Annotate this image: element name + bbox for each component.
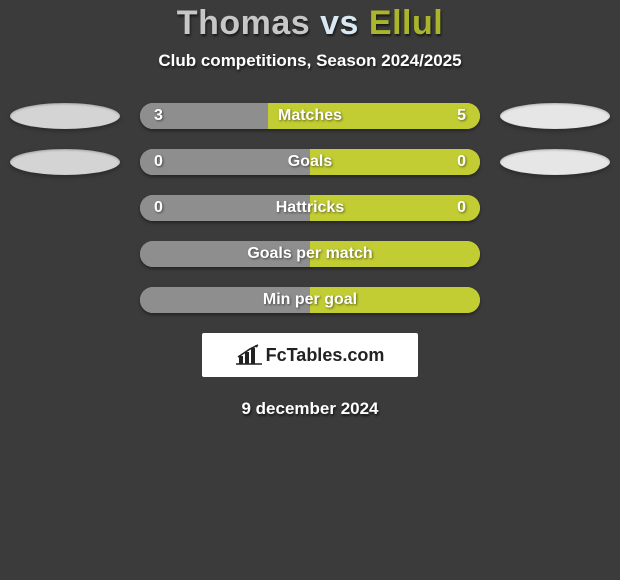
title-vs: vs (320, 4, 359, 42)
title-player2: Ellul (369, 4, 443, 42)
chart-icon (236, 344, 262, 366)
stat-bar: 00Goals (140, 149, 480, 175)
stat-bar: Goals per match (140, 241, 480, 267)
stat-row: 00Goals (0, 149, 620, 175)
player1-badge (10, 103, 120, 129)
stat-row: Min per goal (0, 287, 620, 313)
stat-bar: Min per goal (140, 287, 480, 313)
logo: FcTables.com (236, 344, 385, 366)
stat-label: Hattricks (140, 195, 480, 221)
stat-bar: 35Matches (140, 103, 480, 129)
stat-rows: 35Matches 00Goals 00Hattricks Goals per mat… (0, 103, 620, 313)
player2-badge (500, 103, 610, 129)
stat-bar: 00Hattricks (140, 195, 480, 221)
page-title: Thomas vs Ellul (0, 4, 620, 43)
stat-label: Goals (140, 149, 480, 175)
comparison-card: Thomas vs Ellul Club competitions, Seaso… (0, 0, 620, 419)
stat-label: Goals per match (140, 241, 480, 267)
stat-row: 35Matches (0, 103, 620, 129)
stat-row: 00Hattricks (0, 195, 620, 221)
player1-badge (10, 149, 120, 175)
logo-text: FcTables.com (266, 345, 385, 366)
title-player1: Thomas (177, 4, 310, 42)
subtitle: Club competitions, Season 2024/2025 (0, 51, 620, 71)
stat-label: Matches (140, 103, 480, 129)
date-label: 9 december 2024 (0, 399, 620, 419)
player2-badge (500, 149, 610, 175)
stat-row: Goals per match (0, 241, 620, 267)
logo-box: FcTables.com (202, 333, 418, 377)
stat-label: Min per goal (140, 287, 480, 313)
